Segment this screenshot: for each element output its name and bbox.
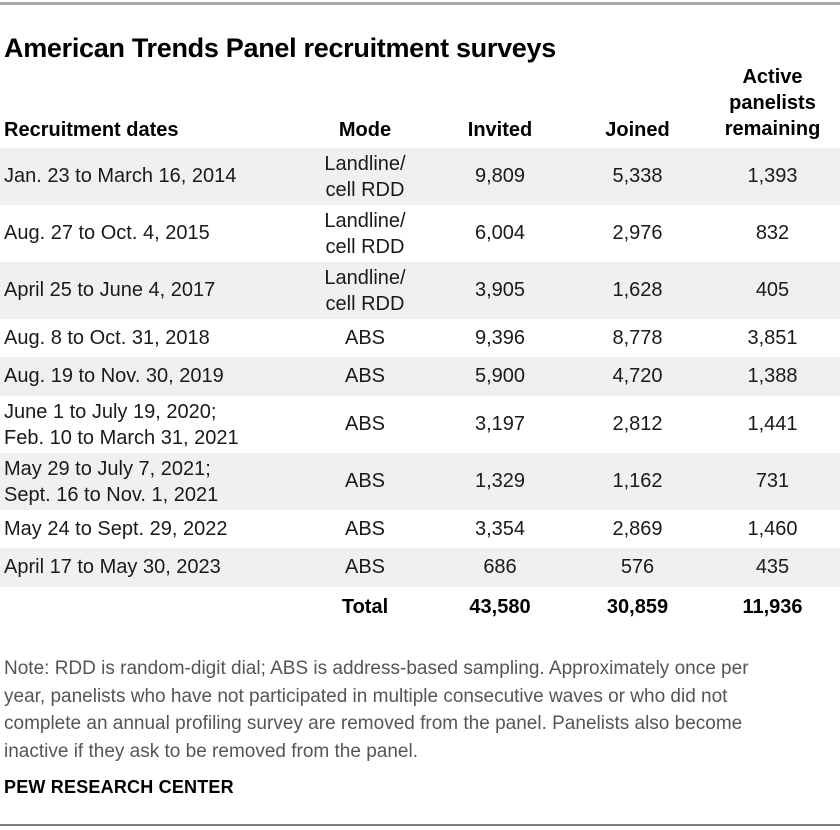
cell-dates: April 17 to May 30, 2023 <box>4 556 221 578</box>
cell-dates: Aug. 27 to Oct. 4, 2015 <box>4 222 210 244</box>
source-label: PEW RESEARCH CENTER <box>4 777 234 797</box>
cell-joined: 8,778 <box>612 326 663 349</box>
cell-joined: 1,162 <box>612 470 663 492</box>
cell-mode: ABS <box>344 326 386 349</box>
cell-joined: 1,628 <box>612 279 663 301</box>
table-row: Jan. 23 to March 16, 2014 Landline/ cell… <box>0 148 840 205</box>
cell-invited: 9,809 <box>474 165 526 187</box>
cell-dates: June 1 to July 19, 2020; Feb. 10 to Marc… <box>4 400 239 449</box>
cell-mode: ABS <box>344 413 386 435</box>
cell-remaining: 435 <box>755 556 790 578</box>
cell-dates: May 24 to Sept. 29, 2022 <box>4 517 228 540</box>
cell-remaining: 1,460 <box>747 517 798 540</box>
cell-invited: 3,905 <box>474 279 526 301</box>
total-empty-cell <box>0 587 300 628</box>
page-title: American Trends Panel recruitment survey… <box>4 33 556 63</box>
cell-mode: Landline/ cell RDD <box>324 209 406 258</box>
cell-invited: 1,329 <box>474 470 526 492</box>
cell-mode: ABS <box>344 517 386 540</box>
table-row: May 29 to July 7, 2021; Sept. 16 to Nov.… <box>0 453 840 510</box>
cell-invited: 3,197 <box>474 413 526 435</box>
cell-remaining: 405 <box>755 279 790 301</box>
cell-dates: Jan. 23 to March 16, 2014 <box>4 165 237 187</box>
column-header-recruitment-dates: Recruitment dates <box>4 119 179 141</box>
top-rule <box>0 2 840 5</box>
cell-mode: Landline/ cell RDD <box>324 266 406 315</box>
cell-joined: 2,812 <box>612 413 663 435</box>
cell-invited: 5,900 <box>474 365 526 387</box>
cell-dates: April 25 to June 4, 2017 <box>4 279 216 301</box>
cell-remaining: 832 <box>755 222 790 244</box>
cell-remaining: 731 <box>755 470 790 492</box>
cell-dates: Aug. 8 to Oct. 31, 2018 <box>4 326 210 349</box>
cell-joined: 576 <box>620 556 655 578</box>
table-row: May 24 to Sept. 29, 2022 ABS 3,354 2,869… <box>0 510 840 548</box>
column-header-mode: Mode <box>338 119 392 141</box>
cell-joined: 5,338 <box>612 165 663 187</box>
table-row: Aug. 27 to Oct. 4, 2015 Landline/ cell R… <box>0 205 840 262</box>
cell-mode: ABS <box>344 470 386 492</box>
cell-joined: 2,869 <box>612 517 663 540</box>
cell-mode: ABS <box>344 365 386 387</box>
total-remaining: 11,936 <box>742 596 803 618</box>
cell-remaining: 3,851 <box>747 326 798 349</box>
table-row: Aug. 8 to Oct. 31, 2018 ABS 9,396 8,778 … <box>0 319 840 357</box>
cell-invited: 686 <box>483 556 517 578</box>
table-row: April 17 to May 30, 2023 ABS 686 576 435 <box>0 548 840 587</box>
cell-invited: 9,396 <box>474 326 526 349</box>
column-header-active-panelists-remaining: Active panelists remaining <box>724 66 821 140</box>
total-label: Total <box>341 596 389 618</box>
cell-remaining: 1,388 <box>747 365 798 387</box>
total-row: Total 43,580 30,859 11,936 <box>0 587 840 628</box>
total-joined: 30,859 <box>606 596 669 618</box>
note-text: Note: RDD is random-digit dial; ABS is a… <box>4 658 749 762</box>
column-header-joined: Joined <box>605 119 670 141</box>
total-invited: 43,580 <box>469 596 531 618</box>
cell-mode: Landline/ cell RDD <box>324 152 406 201</box>
cell-joined: 2,976 <box>612 222 663 244</box>
cell-invited: 6,004 <box>474 222 526 244</box>
table-header-row: Recruitment dates Mode Invited Joined Ac… <box>0 64 840 148</box>
cell-remaining: 1,441 <box>747 413 798 435</box>
column-header-invited: Invited <box>467 119 533 141</box>
recruitment-table: Recruitment dates Mode Invited Joined Ac… <box>0 64 840 628</box>
cell-mode: ABS <box>344 556 386 578</box>
cell-invited: 3,354 <box>474 517 526 540</box>
table-row: April 25 to June 4, 2017 Landline/ cell … <box>0 262 840 319</box>
table-row: June 1 to July 19, 2020; Feb. 10 to Marc… <box>0 396 840 453</box>
cell-joined: 4,720 <box>612 365 663 387</box>
table-row: Aug. 19 to Nov. 30, 2019 ABS 5,900 4,720… <box>0 357 840 396</box>
cell-remaining: 1,393 <box>747 165 798 187</box>
cell-dates: May 29 to July 7, 2021; Sept. 16 to Nov.… <box>4 457 219 506</box>
cell-dates: Aug. 19 to Nov. 30, 2019 <box>4 365 224 387</box>
bottom-rule <box>0 824 840 826</box>
